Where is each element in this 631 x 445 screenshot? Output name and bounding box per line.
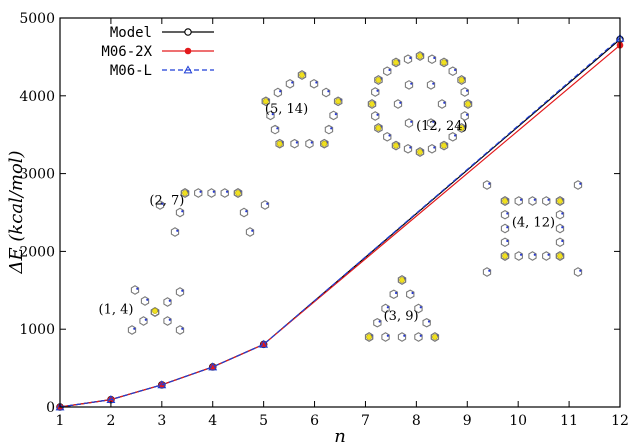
x-tick-label: 4 bbox=[208, 413, 217, 429]
molecule-12-24-icon bbox=[367, 51, 473, 157]
x-tick-label: 12 bbox=[611, 413, 629, 429]
legend-label: Model bbox=[110, 25, 152, 41]
molecule-1-4-icon bbox=[127, 285, 185, 335]
x-tick-label: 2 bbox=[106, 413, 115, 429]
x-tick-label: 1 bbox=[56, 413, 65, 429]
y-tick-label: 4000 bbox=[19, 89, 55, 105]
y-tick-label: 3000 bbox=[19, 167, 55, 183]
data-point bbox=[184, 28, 192, 36]
y-axis-label: ΔE (kcal/mol) bbox=[6, 150, 27, 274]
data-point bbox=[157, 380, 167, 389]
molecule-4-12-icon bbox=[482, 180, 583, 277]
data-point bbox=[208, 362, 218, 371]
x-tick-label: 5 bbox=[259, 413, 268, 429]
structure-label: (5, 14) bbox=[265, 102, 308, 117]
structure-label: (1, 4) bbox=[99, 303, 134, 318]
x-tick-label: 11 bbox=[560, 413, 578, 429]
y-tick-label: 2000 bbox=[19, 244, 55, 260]
data-point bbox=[183, 65, 193, 74]
y-tick-label: 5000 bbox=[19, 11, 55, 27]
plot-frame bbox=[59, 17, 621, 408]
x-tick-label: 6 bbox=[310, 413, 319, 429]
data-point bbox=[184, 47, 192, 55]
molecule-2-7-icon bbox=[155, 188, 270, 237]
structure-label: (4, 12) bbox=[512, 216, 555, 231]
legend-label: M06-2X bbox=[101, 44, 152, 60]
y-tick-label: 1000 bbox=[19, 322, 55, 338]
data-point bbox=[259, 339, 269, 348]
x-tick-label: 3 bbox=[157, 413, 166, 429]
structure-label: (2, 7) bbox=[149, 194, 184, 209]
x-axis-label: n bbox=[334, 426, 346, 445]
x-tick-label: 9 bbox=[463, 413, 472, 429]
molecule-5-14-icon bbox=[261, 70, 343, 149]
x-tick-label: 10 bbox=[509, 413, 527, 429]
molecule-illustrations bbox=[127, 51, 583, 342]
legend-label: M06-L bbox=[110, 63, 152, 79]
x-tick-label: 7 bbox=[361, 413, 370, 429]
y-tick-label: 0 bbox=[46, 400, 55, 416]
structure-label: (12, 24) bbox=[416, 119, 468, 134]
x-tick-label: 8 bbox=[412, 413, 421, 429]
legend: Model M06-2X M06-L bbox=[101, 25, 214, 79]
structure-label: (3, 9) bbox=[384, 309, 419, 324]
structure-labels: (1, 4) (2, 7) (5, 14) (12, 24) (3, 9) (4, 12) bbox=[99, 102, 556, 324]
molecule-3-9-icon bbox=[364, 275, 440, 342]
series-line bbox=[59, 37, 621, 408]
